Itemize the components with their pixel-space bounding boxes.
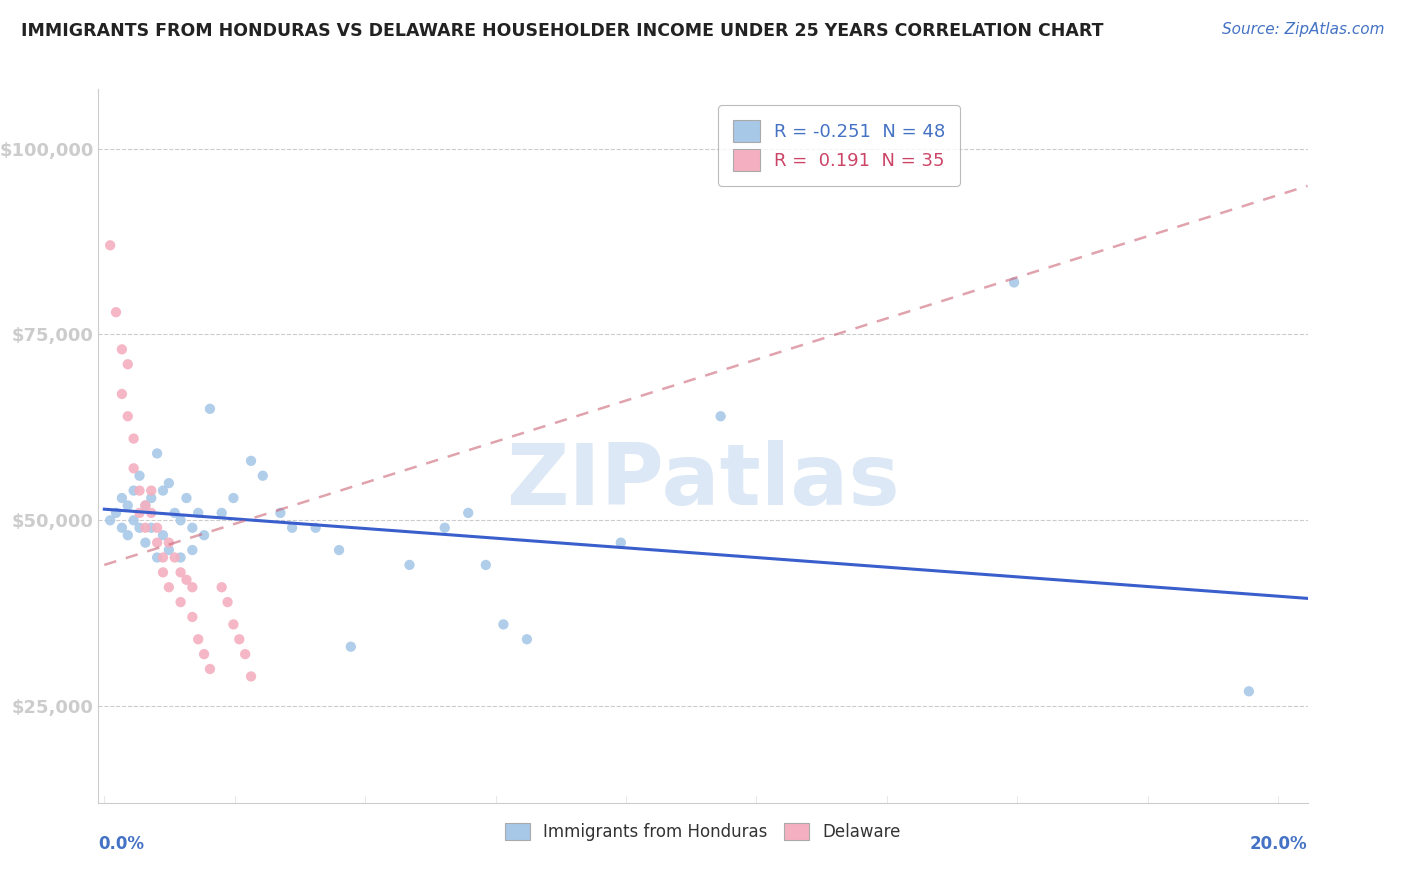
Point	[475, 558, 498, 572]
Point	[193, 528, 215, 542]
Point	[105, 305, 128, 319]
Point	[228, 632, 250, 647]
Point	[152, 566, 174, 580]
Point	[433, 521, 456, 535]
Point	[181, 521, 204, 535]
Point	[610, 535, 633, 549]
Point	[157, 476, 180, 491]
Legend: Immigrants from Honduras, Delaware: Immigrants from Honduras, Delaware	[498, 816, 908, 848]
Point	[141, 521, 163, 535]
Point	[98, 513, 121, 527]
Point	[211, 580, 233, 594]
Point	[128, 506, 150, 520]
Point	[117, 528, 139, 542]
Point	[134, 521, 156, 535]
Point	[240, 454, 263, 468]
Point	[98, 238, 121, 252]
Text: Source: ZipAtlas.com: Source: ZipAtlas.com	[1222, 22, 1385, 37]
Point	[169, 513, 191, 527]
Point	[146, 535, 169, 549]
Point	[187, 632, 209, 647]
Point	[157, 580, 180, 594]
Point	[233, 647, 256, 661]
Point	[187, 506, 209, 520]
Point	[117, 499, 139, 513]
Point	[128, 468, 150, 483]
Point	[152, 550, 174, 565]
Point	[117, 409, 139, 424]
Point	[152, 528, 174, 542]
Point	[181, 610, 204, 624]
Point	[105, 506, 128, 520]
Text: 20.0%: 20.0%	[1250, 835, 1308, 853]
Point	[281, 521, 304, 535]
Point	[181, 580, 204, 594]
Point	[111, 387, 134, 401]
Point	[163, 506, 186, 520]
Point	[122, 513, 145, 527]
Point	[146, 521, 169, 535]
Point	[176, 491, 198, 505]
Point	[457, 506, 479, 520]
Point	[217, 595, 239, 609]
Point	[304, 521, 326, 535]
Point	[198, 401, 221, 416]
Point	[141, 483, 163, 498]
Point	[157, 535, 180, 549]
Point	[111, 343, 134, 357]
Point	[134, 499, 156, 513]
Point	[169, 550, 191, 565]
Point	[146, 550, 169, 565]
Text: 0.0%: 0.0%	[98, 835, 145, 853]
Point	[122, 461, 145, 475]
Point	[1002, 276, 1025, 290]
Point	[169, 595, 191, 609]
Point	[398, 558, 420, 572]
Point	[492, 617, 515, 632]
Text: IMMIGRANTS FROM HONDURAS VS DELAWARE HOUSEHOLDER INCOME UNDER 25 YEARS CORRELATI: IMMIGRANTS FROM HONDURAS VS DELAWARE HOU…	[21, 22, 1104, 40]
Point	[211, 506, 233, 520]
Point	[240, 669, 263, 683]
Point	[328, 543, 350, 558]
Point	[193, 647, 215, 661]
Point	[340, 640, 363, 654]
Point	[169, 566, 191, 580]
Point	[710, 409, 733, 424]
Point	[122, 432, 145, 446]
Point	[141, 491, 163, 505]
Point	[1237, 684, 1260, 698]
Point	[134, 535, 156, 549]
Point	[176, 573, 198, 587]
Text: ZIPatlas: ZIPatlas	[506, 440, 900, 524]
Point	[122, 483, 145, 498]
Point	[111, 521, 134, 535]
Point	[152, 483, 174, 498]
Point	[128, 521, 150, 535]
Point	[269, 506, 291, 520]
Point	[222, 491, 245, 505]
Point	[222, 617, 245, 632]
Point	[141, 506, 163, 520]
Point	[198, 662, 221, 676]
Point	[157, 543, 180, 558]
Point	[516, 632, 538, 647]
Point	[252, 468, 274, 483]
Point	[128, 483, 150, 498]
Point	[163, 550, 186, 565]
Point	[146, 446, 169, 460]
Point	[134, 499, 156, 513]
Point	[117, 357, 139, 371]
Point	[181, 543, 204, 558]
Point	[111, 491, 134, 505]
